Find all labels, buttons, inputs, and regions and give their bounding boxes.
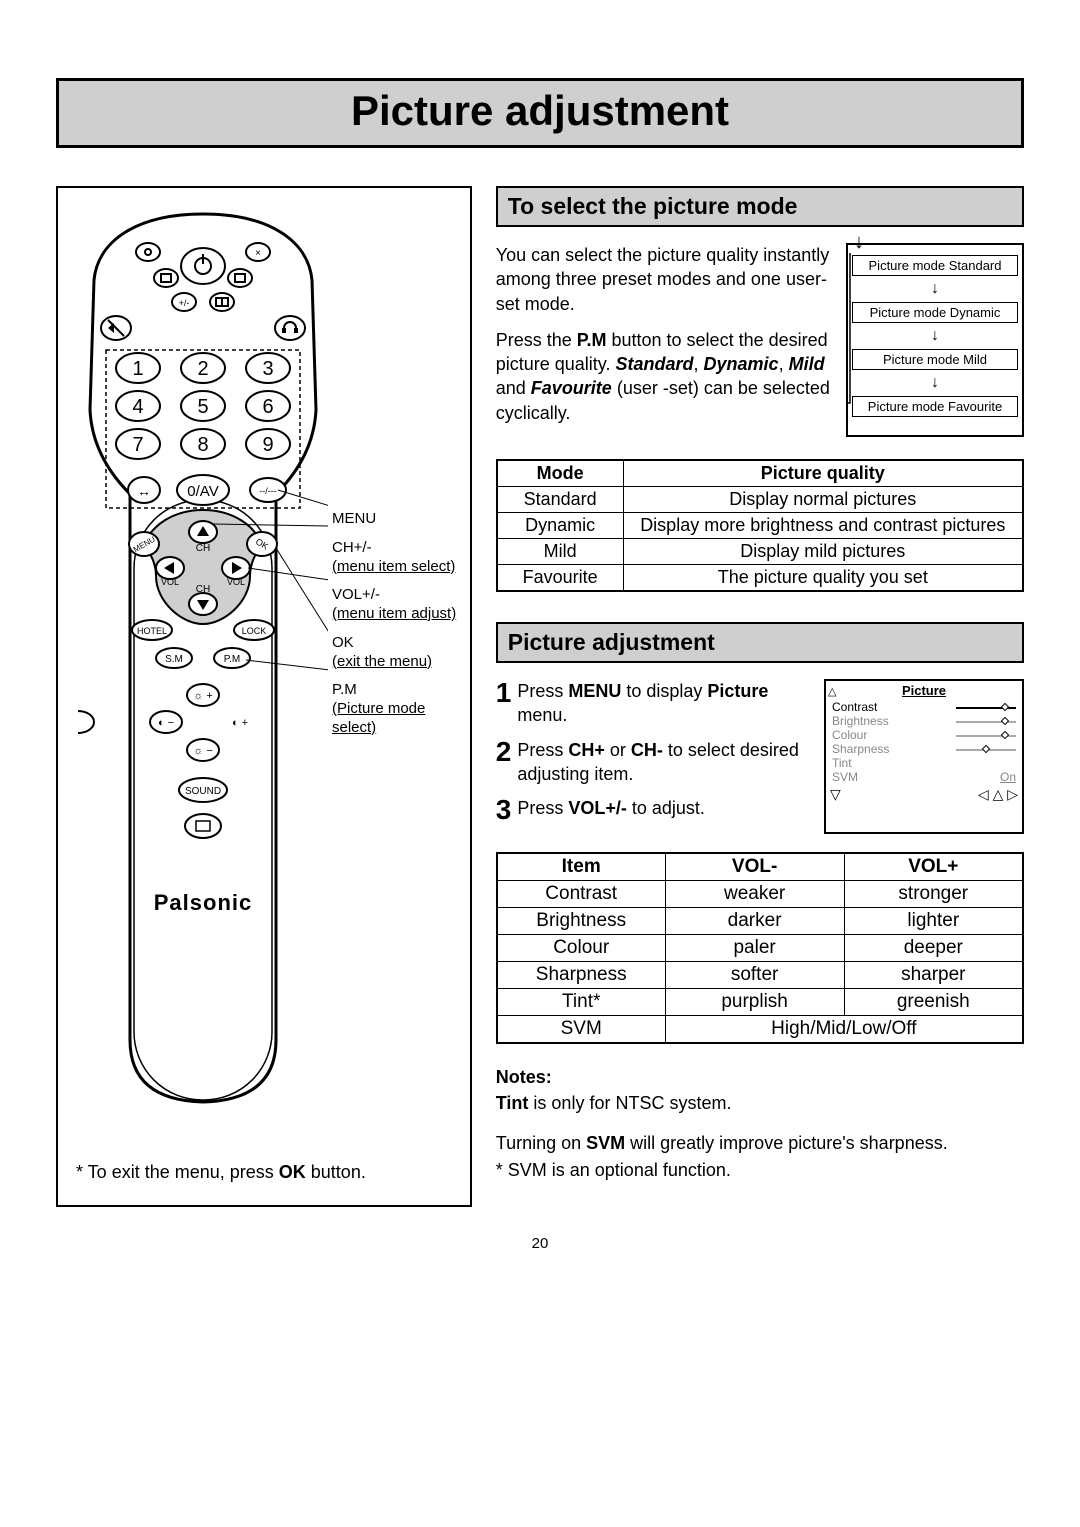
svg-text:2: 2 bbox=[197, 358, 208, 380]
callout-vol-desc: (menu item adjust) bbox=[332, 605, 456, 622]
svg-text:HOTEL: HOTEL bbox=[137, 626, 167, 636]
svg-text:LOCK: LOCK bbox=[242, 626, 267, 636]
remote-illustration: × +/- bbox=[78, 210, 328, 1110]
svg-text:SOUND: SOUND bbox=[185, 786, 221, 797]
page-title: Picture adjustment bbox=[56, 78, 1024, 148]
exit-note: * To exit the menu, press OK button. bbox=[70, 1162, 458, 1183]
svg-text:◐ +: ◐ + bbox=[232, 717, 248, 729]
callout-menu: MENU bbox=[332, 510, 376, 527]
callout-ch-desc: (menu item select) bbox=[332, 558, 455, 575]
section-picture-adjust-header: Picture adjustment bbox=[496, 622, 1024, 663]
cycle-item: Picture mode Dynamic bbox=[852, 302, 1018, 323]
svg-text:VOL: VOL bbox=[227, 577, 245, 587]
svg-text:7: 7 bbox=[132, 434, 143, 456]
adjust-steps: 1 Press MENU to display Picture menu. 2 … bbox=[496, 679, 810, 834]
cycle-item: Picture mode Favourite bbox=[852, 396, 1018, 417]
callout-ok: OK bbox=[332, 634, 354, 651]
notes: Notes: Tint is only for NTSC system. Tur… bbox=[496, 1064, 1024, 1182]
svg-text:S.M: S.M bbox=[165, 654, 183, 665]
svg-text:☼ −: ☼ − bbox=[193, 745, 213, 757]
picture-mode-table: ModePicture quality StandardDisplay norm… bbox=[496, 459, 1024, 592]
picture-mode-intro: You can select the picture quality insta… bbox=[496, 243, 832, 437]
svg-text:VOL: VOL bbox=[161, 577, 179, 587]
svg-text:4: 4 bbox=[132, 396, 143, 418]
adjustment-table: ItemVOL-VOL+ Contrastweakerstronger Brig… bbox=[496, 852, 1024, 1044]
svg-text:5: 5 bbox=[197, 396, 208, 418]
svg-text:9: 9 bbox=[262, 434, 273, 456]
svg-text:◐ −: ◐ − bbox=[158, 717, 174, 729]
svg-text:3: 3 bbox=[262, 358, 273, 380]
remote-callouts: MENU CH+/- (menu item select) VOL+/- (me… bbox=[332, 510, 458, 748]
callout-ok-desc: (exit the menu) bbox=[332, 653, 432, 670]
svg-text:CH: CH bbox=[196, 543, 210, 554]
svg-text:6: 6 bbox=[262, 396, 273, 418]
svg-text:0/AV: 0/AV bbox=[187, 483, 218, 500]
svg-text:8: 8 bbox=[197, 434, 208, 456]
svg-text:+/-: +/- bbox=[179, 298, 190, 308]
callout-vol: VOL+/- bbox=[332, 586, 380, 603]
picture-menu-osd: Picture ContrastBrightnessColourSharpnes… bbox=[824, 679, 1024, 834]
svg-text:CH: CH bbox=[196, 584, 210, 595]
callout-pm-desc: (Picture mode select) bbox=[332, 700, 425, 736]
svg-text:☼ +: ☼ + bbox=[193, 690, 213, 702]
svg-text:↔: ↔ bbox=[137, 483, 151, 499]
callout-ch: CH+/- bbox=[332, 539, 372, 556]
svg-text:--/---: --/--- bbox=[259, 486, 277, 496]
callout-pm: P.M bbox=[332, 681, 357, 698]
cycle-item: Picture mode Standard bbox=[852, 255, 1018, 276]
svg-text:P.M: P.M bbox=[224, 654, 241, 665]
svg-text:×: × bbox=[255, 248, 261, 259]
remote-panel: × +/- bbox=[56, 186, 472, 1207]
manual-page: Picture adjustment × bbox=[0, 0, 1080, 1282]
section-picture-mode-header: To select the picture mode bbox=[496, 186, 1024, 227]
svg-text:Palsonic: Palsonic bbox=[154, 890, 252, 915]
mode-cycle-diagram: ↓ Picture mode Standard ↓ Picture mode D… bbox=[846, 243, 1024, 437]
page-number: 20 bbox=[56, 1235, 1024, 1252]
cycle-item: Picture mode Mild bbox=[852, 349, 1018, 370]
svg-text:1: 1 bbox=[132, 358, 143, 380]
